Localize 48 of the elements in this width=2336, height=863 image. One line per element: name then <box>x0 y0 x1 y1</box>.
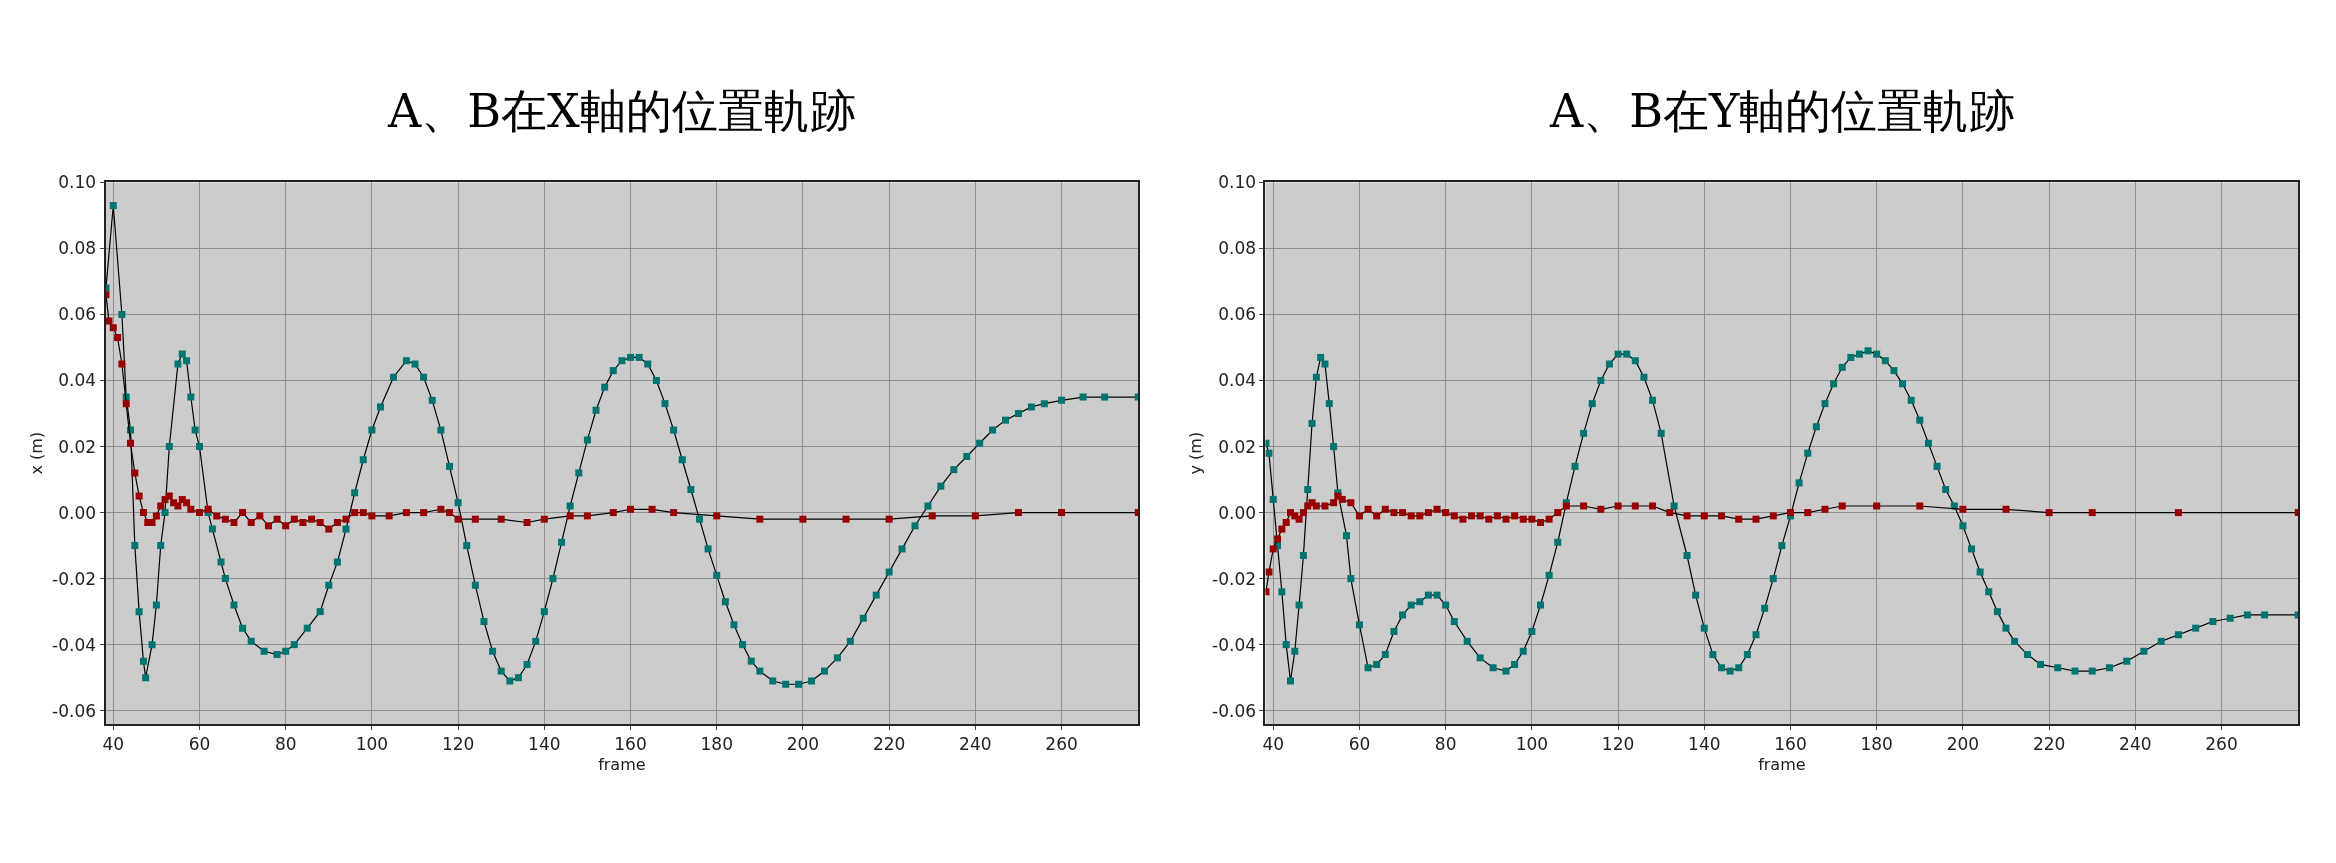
x-tick-label: 180 <box>1860 734 1893 755</box>
y-tick-label: -0.02 <box>1212 568 1257 589</box>
x-tick-label: 140 <box>528 734 561 755</box>
y-tick-label: 0.02 <box>58 436 97 457</box>
x-tick-label: 140 <box>1688 734 1721 755</box>
y-tick-label: -0.04 <box>52 634 97 655</box>
y-tick-label: 0.00 <box>58 502 97 523</box>
x-tick-label: 60 <box>188 734 211 755</box>
y-axis-title: y (m) <box>1186 431 1206 475</box>
x-axis-title: frame <box>598 755 646 775</box>
x-tick-label: 100 <box>1515 734 1549 755</box>
y-tick-label: -0.06 <box>52 700 97 721</box>
x-tick-label: 80 <box>274 734 297 755</box>
y-tick-label: 0.04 <box>58 370 97 391</box>
x-tick-label: 260 <box>1045 734 1078 755</box>
x-axis-title: frame <box>1758 755 1806 775</box>
x-tick-label: 240 <box>959 734 992 755</box>
y-tick-label: 0.10 <box>1218 172 1257 193</box>
x-tick-label: 240 <box>2119 734 2152 755</box>
y-tick-label: 0.10 <box>58 172 97 193</box>
x-tick-label: 120 <box>1601 734 1635 755</box>
y-tick-label: 0.08 <box>58 238 97 259</box>
y-tick-label: 0.04 <box>1218 370 1257 391</box>
x-tick-label: 160 <box>614 734 647 755</box>
x-tick-label: 80 <box>1434 734 1457 755</box>
chart-title: A、B在Y軸的位置軌跡 <box>1549 84 2016 138</box>
x-tick-label: 100 <box>355 734 389 755</box>
x-tick-label: 180 <box>700 734 733 755</box>
y-tick-label: -0.02 <box>52 568 97 589</box>
y-tick-label: 0.08 <box>1218 238 1257 259</box>
y-tick-label: 0.02 <box>1218 436 1257 457</box>
y-tick-label: 0.06 <box>58 304 97 325</box>
x-tick-label: 200 <box>786 734 820 755</box>
x-tick-label: 220 <box>2032 734 2066 755</box>
x-tick-label: 40 <box>102 734 125 755</box>
x-tick-label: 60 <box>1348 734 1371 755</box>
x-tick-label: 120 <box>441 734 475 755</box>
y-tick-label: -0.04 <box>1212 634 1257 655</box>
x-tick-label: 260 <box>2205 734 2238 755</box>
y-axis-title: x (m) <box>26 431 46 475</box>
y-tick-label: 0.00 <box>1218 502 1257 523</box>
chart-title: A、B在X軸的位置軌跡 <box>387 84 856 138</box>
y-tick-label: -0.06 <box>1212 700 1257 721</box>
x-tick-label: 40 <box>1262 734 1285 755</box>
x-tick-label: 220 <box>872 734 906 755</box>
x-tick-label: 200 <box>1946 734 1980 755</box>
x-tick-label: 160 <box>1774 734 1807 755</box>
y-tick-label: 0.06 <box>1218 304 1257 325</box>
